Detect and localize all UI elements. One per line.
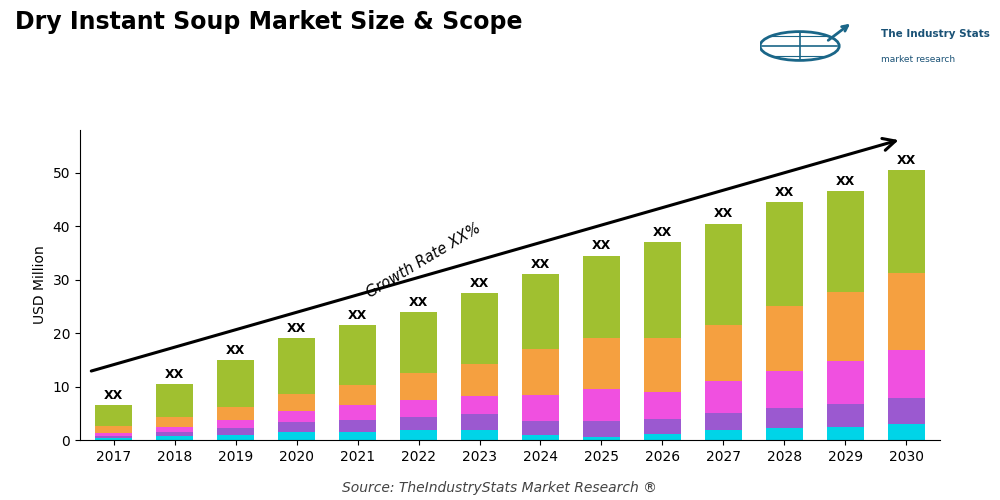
Bar <box>95 432 132 436</box>
Bar <box>644 242 681 338</box>
Bar <box>888 398 925 424</box>
Text: XX: XX <box>226 344 245 356</box>
Text: XX: XX <box>531 258 550 271</box>
Bar <box>400 417 437 430</box>
Text: market research: market research <box>881 55 955 64</box>
Bar <box>583 422 620 438</box>
Text: XX: XX <box>287 322 306 335</box>
Bar <box>461 293 498 364</box>
Bar <box>827 192 864 292</box>
Bar <box>705 430 742 440</box>
Bar <box>461 414 498 430</box>
Bar <box>217 434 254 440</box>
Text: XX: XX <box>592 240 611 252</box>
Bar <box>400 312 437 373</box>
Bar <box>461 364 498 396</box>
Bar <box>522 349 559 395</box>
Bar <box>217 360 254 407</box>
Bar <box>766 408 803 428</box>
Bar <box>583 389 620 422</box>
Bar <box>766 370 803 408</box>
Text: XX: XX <box>775 186 794 199</box>
Bar <box>705 414 742 430</box>
Bar <box>400 373 437 400</box>
Bar <box>644 338 681 392</box>
Bar <box>339 432 376 440</box>
Bar <box>278 432 315 440</box>
Bar <box>827 362 864 404</box>
Bar <box>522 274 559 349</box>
Bar <box>217 428 254 434</box>
Text: XX: XX <box>653 226 672 239</box>
Bar <box>766 428 803 440</box>
Bar <box>95 438 132 440</box>
Y-axis label: USD Million: USD Million <box>33 246 47 324</box>
Bar <box>339 325 376 385</box>
Bar <box>583 338 620 389</box>
Bar <box>888 424 925 440</box>
Text: XX: XX <box>348 309 367 322</box>
Bar <box>766 202 803 306</box>
Text: The Industry Stats: The Industry Stats <box>881 29 990 39</box>
Bar <box>95 436 132 438</box>
Bar <box>461 430 498 440</box>
Bar <box>827 404 864 426</box>
Text: XX: XX <box>470 277 489 290</box>
Bar <box>400 400 437 417</box>
Bar <box>339 406 376 420</box>
Bar <box>278 338 315 394</box>
Bar <box>278 394 315 410</box>
Bar <box>339 420 376 432</box>
Bar <box>705 325 742 381</box>
Bar <box>156 426 193 432</box>
Text: Growth Rate XX%: Growth Rate XX% <box>364 220 484 300</box>
Bar <box>705 224 742 325</box>
Bar <box>95 406 132 426</box>
Bar <box>400 430 437 440</box>
Text: Source: TheIndustryStats Market Research ®: Source: TheIndustryStats Market Research… <box>342 481 658 495</box>
Bar <box>156 417 193 426</box>
Bar <box>705 381 742 414</box>
Bar <box>522 434 559 440</box>
Bar <box>278 422 315 432</box>
Text: XX: XX <box>409 296 428 308</box>
Bar <box>766 306 803 370</box>
Bar <box>461 396 498 414</box>
Bar <box>156 432 193 436</box>
Bar <box>827 426 864 440</box>
Text: XX: XX <box>714 208 733 220</box>
Bar <box>583 438 620 440</box>
Text: XX: XX <box>836 176 855 188</box>
Bar <box>522 394 559 421</box>
Text: Dry Instant Soup Market Size & Scope: Dry Instant Soup Market Size & Scope <box>15 10 522 34</box>
Bar <box>583 256 620 338</box>
Bar <box>888 350 925 399</box>
Bar <box>644 392 681 418</box>
Bar <box>888 272 925 350</box>
Bar <box>278 410 315 422</box>
Bar <box>95 426 132 432</box>
Bar <box>217 407 254 420</box>
Text: XX: XX <box>104 389 123 402</box>
Bar <box>217 420 254 428</box>
Text: XX: XX <box>165 368 184 380</box>
Bar <box>644 434 681 440</box>
Bar <box>339 385 376 406</box>
Bar <box>156 384 193 417</box>
Bar <box>827 292 864 362</box>
Bar <box>888 170 925 272</box>
Bar <box>522 422 559 434</box>
Bar <box>644 418 681 434</box>
Text: XX: XX <box>897 154 916 167</box>
Bar <box>156 436 193 440</box>
